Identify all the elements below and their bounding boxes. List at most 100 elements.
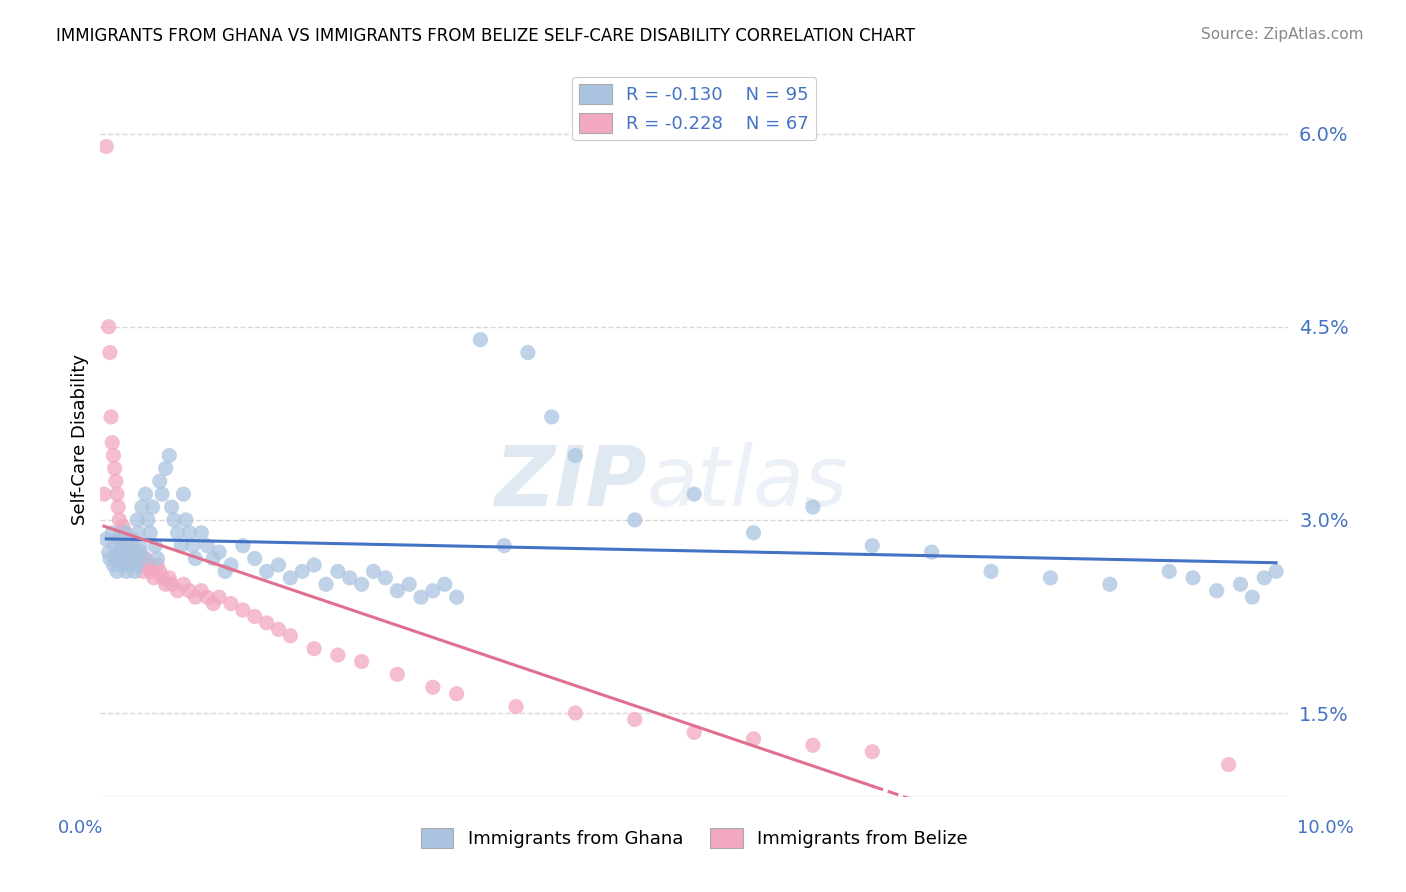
Point (742, 731, 765, 746)
Point (121, 539, 143, 553)
Point (143, 539, 166, 553)
Point (101, 525, 124, 540)
Point (155, 577, 177, 591)
Point (108, 545, 131, 559)
Point (110, 551, 132, 566)
Point (564, 449, 586, 463)
Point (129, 558, 152, 572)
Point (155, 461, 177, 475)
Point (118, 558, 141, 572)
Point (118, 545, 141, 559)
Point (96, 139, 118, 153)
Point (96, 533, 118, 547)
Point (146, 551, 169, 566)
Point (1253, 571, 1275, 585)
Point (122, 551, 145, 566)
Point (125, 558, 148, 572)
Point (1229, 577, 1251, 591)
Point (267, 558, 290, 572)
Point (149, 565, 172, 579)
Point (134, 551, 156, 566)
Point (107, 533, 129, 547)
Point (921, 545, 943, 559)
Point (232, 603, 254, 617)
Point (114, 525, 136, 540)
Point (208, 545, 231, 559)
Point (149, 475, 172, 489)
Point (115, 565, 138, 579)
Point (623, 713, 645, 727)
Point (139, 525, 162, 540)
Point (540, 409, 562, 424)
Point (104, 551, 127, 566)
Point (860, 745, 883, 759)
Point (1159, 565, 1181, 579)
Point (195, 539, 218, 553)
Point (160, 500, 183, 514)
Point (103, 558, 125, 572)
Point (256, 615, 278, 630)
Point (128, 539, 150, 553)
Point (302, 641, 325, 656)
Point (134, 487, 156, 501)
Point (422, 680, 444, 694)
Point (232, 539, 254, 553)
Point (93, 487, 115, 501)
Point (516, 345, 538, 359)
Point (505, 699, 527, 714)
Point (108, 513, 131, 527)
Point (1039, 571, 1062, 585)
Point (179, 583, 201, 598)
Point (127, 513, 149, 527)
Point (124, 565, 146, 579)
Point (350, 577, 373, 591)
Point (150, 487, 173, 501)
Point (339, 571, 361, 585)
Point (105, 565, 128, 579)
Point (243, 551, 266, 566)
Point (150, 571, 173, 585)
Point (1241, 590, 1264, 604)
Point (160, 577, 183, 591)
Point (127, 551, 149, 566)
Point (98, 345, 121, 359)
Point (104, 475, 127, 489)
Point (409, 590, 432, 604)
Point (470, 333, 492, 347)
Point (190, 525, 212, 540)
Point (350, 655, 373, 669)
Point (363, 565, 385, 579)
Point (623, 513, 645, 527)
Point (219, 597, 242, 611)
Point (173, 577, 195, 591)
Point (214, 565, 236, 579)
Point (433, 577, 456, 591)
Point (374, 571, 396, 585)
Point (202, 597, 225, 611)
Point (326, 565, 349, 579)
Point (181, 539, 204, 553)
Point (446, 590, 468, 604)
Point (291, 565, 314, 579)
Point (132, 551, 155, 566)
Point (683, 725, 706, 739)
Point (103, 449, 125, 463)
Point (157, 449, 180, 463)
Point (110, 525, 132, 540)
Point (195, 590, 218, 604)
Point (1218, 757, 1240, 772)
Point (101, 435, 124, 450)
Point (179, 525, 201, 540)
Point (104, 539, 127, 553)
Point (163, 513, 186, 527)
Point (398, 577, 420, 591)
Point (166, 525, 188, 540)
Point (208, 590, 231, 604)
Text: 10.0%: 10.0% (1298, 819, 1354, 837)
Point (174, 513, 197, 527)
Point (97, 545, 120, 559)
Point (387, 583, 409, 598)
Point (801, 738, 824, 752)
Point (1265, 565, 1288, 579)
Text: IMMIGRANTS FROM GHANA VS IMMIGRANTS FROM BELIZE SELF-CARE DISABILITY CORRELATION: IMMIGRANTS FROM GHANA VS IMMIGRANTS FROM… (56, 27, 915, 45)
